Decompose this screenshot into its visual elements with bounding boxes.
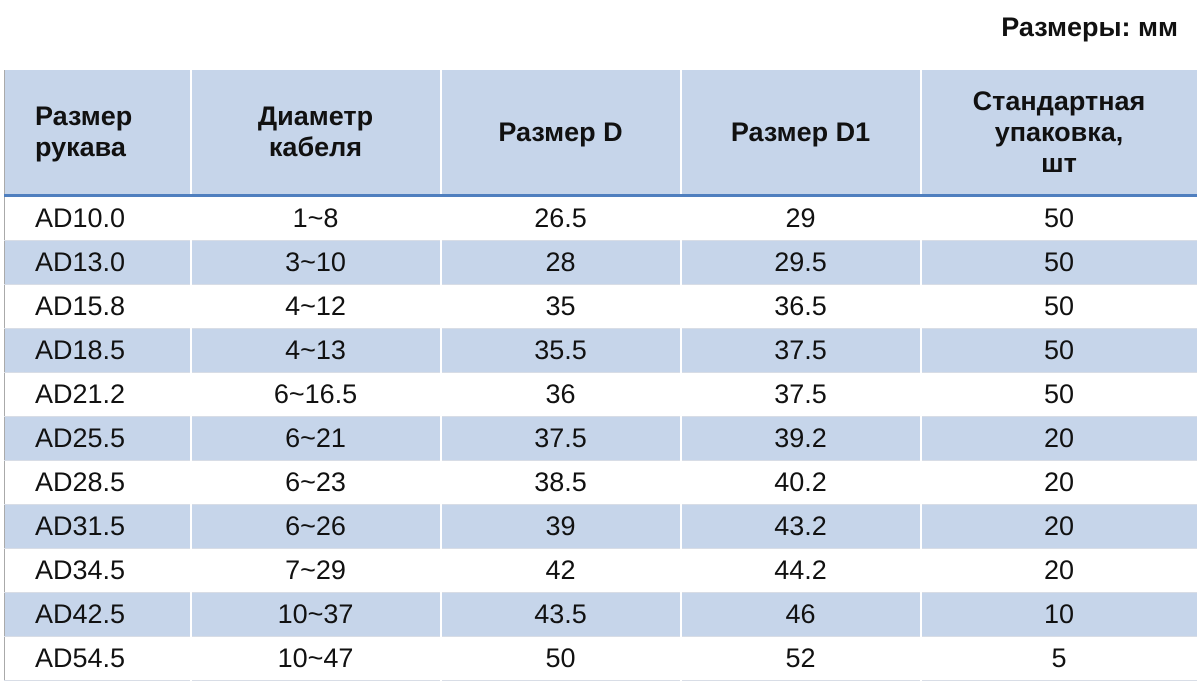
table-cell: 1~8 [189, 195, 441, 241]
table-row: AD25.5 6~21 37.5 39.2 20 [4, 416, 1197, 461]
table-row: AD42.5 10~37 43.5 46 10 [4, 592, 1197, 637]
table-row: AD34.5 7~29 42 44.2 20 [4, 548, 1197, 593]
table-cell: AD54.5 [4, 636, 191, 681]
table-cell: 6~21 [189, 416, 441, 461]
table-cell: 20 [919, 504, 1197, 549]
table-cell: AD10.0 [4, 195, 191, 241]
table-cell: 28 [439, 240, 681, 285]
table-cell: 20 [919, 548, 1197, 593]
table-cell: 52 [679, 636, 921, 681]
table-cell: 4~13 [189, 328, 441, 373]
table-body: AD10.0 1~8 26.5 29 50 AD13.0 3~10 28 29.5 50 AD15.… [4, 195, 1197, 681]
table-cell: 6~16.5 [189, 372, 441, 417]
table-cell: 10~37 [189, 592, 441, 637]
header-cell: Размер D1 [679, 70, 921, 197]
header-row: Размер рукава Диаметр кабеля Размер D Размер … [4, 70, 1197, 197]
header-cell: Размер рукава [4, 70, 191, 197]
table-cell: 4~12 [189, 284, 441, 329]
size-table: Размер рукава Диаметр кабеля Размер D Размер … [4, 70, 1197, 681]
table-cell: 50 [919, 240, 1197, 285]
table-cell: 37.5 [679, 328, 921, 373]
table-cell: 10~47 [189, 636, 441, 681]
table-cell: 35.5 [439, 328, 681, 373]
table-row: AD54.5 10~47 50 52 5 [4, 636, 1197, 681]
table-cell: AD31.5 [4, 504, 191, 549]
table-cell: 39 [439, 504, 681, 549]
table-cell: 26.5 [439, 195, 681, 241]
table-row: AD18.5 4~13 35.5 37.5 50 [4, 328, 1197, 373]
table-cell: 46 [679, 592, 921, 637]
table-cell: 37.5 [439, 416, 681, 461]
table-cell: 20 [919, 416, 1197, 461]
header-cell: Размер D [439, 70, 681, 197]
table-cell: 42 [439, 548, 681, 593]
table-cell: 36.5 [679, 284, 921, 329]
table-row: AD21.2 6~16.5 36 37.5 50 [4, 372, 1197, 417]
table-row: AD28.5 6~23 38.5 40.2 20 [4, 460, 1197, 505]
header-text: Размер D [498, 116, 623, 147]
table-cell: AD21.2 [4, 372, 191, 417]
table-cell: 20 [919, 460, 1197, 505]
header-text: Стандартная [972, 85, 1146, 116]
table-cell: AD34.5 [4, 548, 191, 593]
table-cell: 3~10 [189, 240, 441, 285]
table-cell: 35 [439, 284, 681, 329]
header-text: упаковка, [994, 116, 1124, 147]
table-cell: AD28.5 [4, 460, 191, 505]
header-text: Диаметр [257, 101, 374, 131]
table-cell: 6~26 [189, 504, 441, 549]
table-cell: AD13.0 [4, 240, 191, 285]
table-cell: AD25.5 [4, 416, 191, 461]
units-caption: Размеры: мм [1001, 12, 1178, 42]
table-cell: 5 [919, 636, 1197, 681]
table-cell: 50 [919, 195, 1197, 241]
table-cell: 40.2 [679, 460, 921, 505]
header-text: Размер [35, 101, 133, 131]
table-cell: 44.2 [679, 548, 921, 593]
table-cell: 50 [919, 372, 1197, 417]
table-cell: 43.5 [439, 592, 681, 637]
table-cell: 50 [919, 284, 1197, 329]
table-row: AD15.8 4~12 35 36.5 50 [4, 284, 1197, 329]
table-cell: AD18.5 [4, 328, 191, 373]
table-row: AD31.5 6~26 39 43.2 20 [4, 504, 1197, 549]
table-row: AD13.0 3~10 28 29.5 50 [4, 240, 1197, 285]
table-cell: 10 [919, 592, 1197, 637]
table-cell: AD42.5 [4, 592, 191, 637]
header-text: кабеля [268, 132, 363, 162]
table-cell: 50 [439, 636, 681, 681]
table-cell: 38.5 [439, 460, 681, 505]
table-cell: 43.2 [679, 504, 921, 549]
table-cell: 36 [439, 372, 681, 417]
table-cell: 37.5 [679, 372, 921, 417]
header-cell: Диаметр кабеля [189, 70, 441, 197]
table-cell: 7~29 [189, 548, 441, 593]
table-cell: 29.5 [679, 240, 921, 285]
header-text: шт [1041, 147, 1077, 178]
header-text: рукава [35, 132, 126, 162]
header-text: Размер D1 [730, 116, 871, 147]
table-row: AD10.0 1~8 26.5 29 50 [4, 195, 1197, 241]
table-cell: 50 [919, 328, 1197, 373]
table-cell: 29 [679, 195, 921, 241]
table-cell: AD15.8 [4, 284, 191, 329]
header-cell: Стандартная упаковка, шт [919, 70, 1197, 197]
table-cell: 6~23 [189, 460, 441, 505]
table-cell: 39.2 [679, 416, 921, 461]
